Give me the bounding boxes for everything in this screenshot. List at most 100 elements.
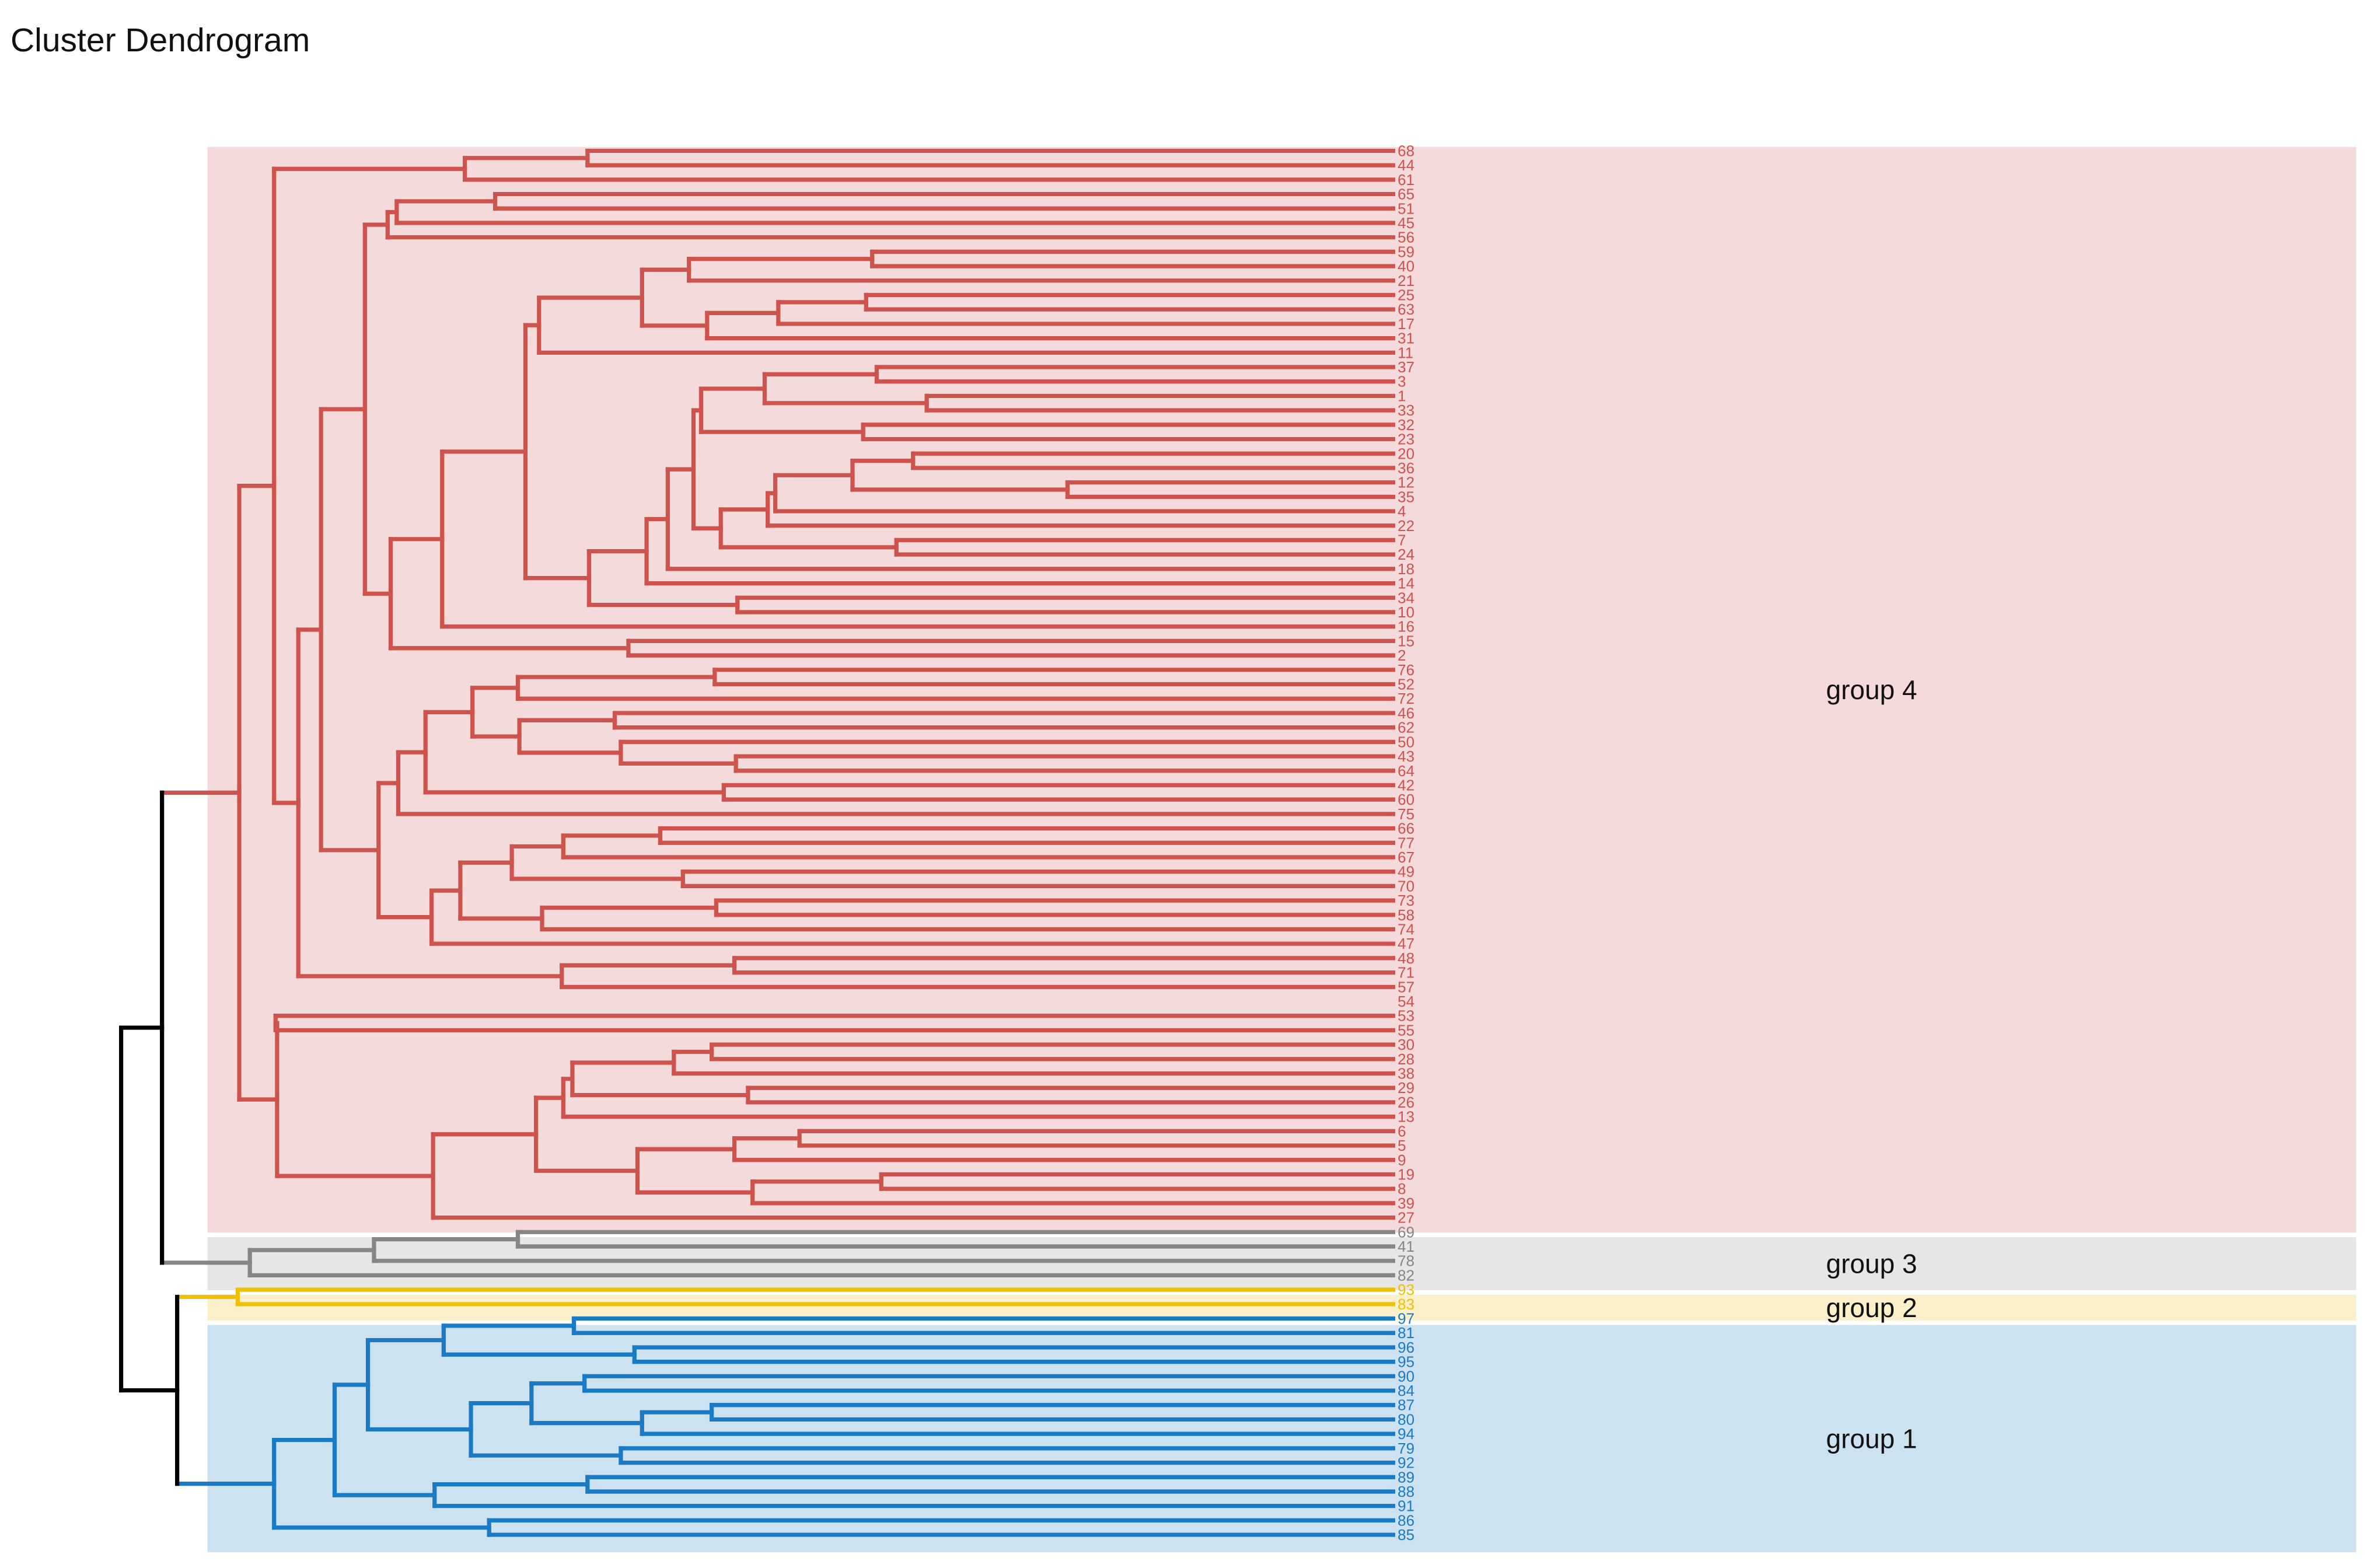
leaf-label: 82 — [1398, 1266, 1414, 1284]
leaf-label: 39 — [1398, 1195, 1414, 1212]
leaf-label: 57 — [1398, 978, 1414, 996]
leaf-label: 58 — [1398, 906, 1414, 924]
leaf-label: 83 — [1398, 1295, 1414, 1313]
leaf-label: 69 — [1398, 1223, 1414, 1241]
leaf-labels: 6844616551455659402125631731113731333223… — [1398, 142, 1414, 1543]
leaf-label: 66 — [1398, 820, 1414, 837]
leaf-label: 52 — [1398, 676, 1414, 693]
leaf-label: 23 — [1398, 431, 1414, 448]
leaf-label: 30 — [1398, 1036, 1414, 1053]
leaf-label: 78 — [1398, 1252, 1414, 1270]
leaf-label: 34 — [1398, 589, 1414, 606]
leaf-label: 94 — [1398, 1425, 1414, 1443]
leaf-label: 27 — [1398, 1209, 1414, 1227]
leaf-label: 38 — [1398, 1065, 1414, 1082]
leaf-label: 15 — [1398, 632, 1414, 649]
leaf-label: 5 — [1398, 1137, 1406, 1154]
leaf-label: 54 — [1398, 993, 1414, 1010]
leaf-label: 20 — [1398, 445, 1414, 462]
leaf-label: 53 — [1398, 1007, 1414, 1025]
leaf-label: 42 — [1398, 776, 1414, 794]
group-label-group1: group 1 — [1826, 1423, 1917, 1454]
leaf-label: 35 — [1398, 488, 1414, 505]
leaf-label: 22 — [1398, 517, 1414, 535]
leaf-label: 14 — [1398, 575, 1414, 592]
group-band-group4 — [207, 146, 2356, 1233]
leaf-label: 11 — [1398, 344, 1413, 361]
leaf-label: 56 — [1398, 229, 1414, 246]
leaf-label: 24 — [1398, 546, 1414, 563]
leaf-label: 64 — [1398, 762, 1414, 780]
leaf-label: 67 — [1398, 848, 1414, 866]
leaf-label: 91 — [1398, 1497, 1414, 1515]
leaf-label: 63 — [1398, 301, 1414, 318]
leaf-label: 3 — [1398, 373, 1406, 390]
leaf-label: 8 — [1398, 1180, 1406, 1197]
leaf-label: 45 — [1398, 214, 1414, 232]
group-band-group2 — [207, 1294, 2356, 1321]
leaf-label: 89 — [1398, 1468, 1414, 1486]
leaf-label: 16 — [1398, 618, 1414, 635]
leaf-label: 74 — [1398, 920, 1414, 938]
leaf-label: 13 — [1398, 1108, 1414, 1126]
leaf-label: 33 — [1398, 401, 1414, 419]
leaf-label: 60 — [1398, 791, 1414, 808]
group-labels: group 4 group 3 group 2 group 1 — [1826, 675, 1917, 1454]
leaf-label: 7 — [1398, 531, 1406, 549]
leaf-label: 86 — [1398, 1511, 1414, 1529]
leaf-label: 17 — [1398, 315, 1414, 333]
leaf-label: 55 — [1398, 1021, 1414, 1039]
leaf-label: 84 — [1398, 1382, 1414, 1399]
leaf-label: 36 — [1398, 459, 1414, 477]
leaf-label: 80 — [1398, 1410, 1414, 1428]
leaf-label: 32 — [1398, 416, 1414, 434]
leaf-label: 96 — [1398, 1339, 1414, 1356]
leaf-label: 49 — [1398, 863, 1414, 881]
leaf-label: 26 — [1398, 1094, 1414, 1111]
leaf-label: 12 — [1398, 474, 1414, 491]
page-title: Cluster Dendrogram — [11, 22, 310, 59]
leaf-label: 68 — [1398, 142, 1414, 159]
leaf-label: 97 — [1398, 1310, 1414, 1328]
leaf-label: 9 — [1398, 1151, 1406, 1169]
leaf-label: 88 — [1398, 1483, 1414, 1500]
leaf-label: 59 — [1398, 243, 1414, 260]
leaf-label: 28 — [1398, 1050, 1414, 1068]
leaf-label: 93 — [1398, 1281, 1414, 1298]
leaf-label: 61 — [1398, 171, 1414, 188]
leaf-label: 50 — [1398, 733, 1414, 750]
leaf-label: 48 — [1398, 949, 1414, 967]
leaf-label: 41 — [1398, 1238, 1414, 1255]
group-bands — [207, 146, 2356, 1552]
leaf-label: 2 — [1398, 647, 1406, 664]
leaf-label: 85 — [1398, 1526, 1414, 1543]
group-band-group1 — [207, 1325, 2356, 1552]
leaf-label: 10 — [1398, 603, 1414, 621]
dendrogram-branches — [119, 148, 1395, 1537]
leaf-label: 92 — [1398, 1454, 1414, 1472]
leaf-label: 87 — [1398, 1396, 1414, 1414]
leaf-label: 75 — [1398, 805, 1414, 823]
leaf-label: 62 — [1398, 719, 1414, 736]
leaf-label: 72 — [1398, 690, 1414, 707]
leaf-label: 51 — [1398, 200, 1414, 217]
leaf-label: 25 — [1398, 287, 1414, 304]
leaf-label: 21 — [1398, 272, 1414, 289]
leaf-label: 31 — [1398, 330, 1414, 347]
leaf-label: 76 — [1398, 661, 1414, 679]
leaf-label: 77 — [1398, 834, 1414, 851]
group-label-group4: group 4 — [1826, 675, 1917, 705]
leaf-label: 81 — [1398, 1324, 1414, 1342]
leaf-label: 95 — [1398, 1353, 1414, 1371]
leaf-label: 6 — [1398, 1122, 1406, 1140]
group-label-group3: group 3 — [1826, 1249, 1917, 1279]
leaf-label: 90 — [1398, 1367, 1414, 1385]
leaf-label: 1 — [1398, 387, 1406, 404]
leaf-label: 29 — [1398, 1079, 1414, 1096]
leaf-label: 73 — [1398, 892, 1414, 909]
leaf-label: 37 — [1398, 358, 1414, 376]
leaf-label: 65 — [1398, 186, 1414, 203]
leaf-label: 43 — [1398, 748, 1414, 765]
leaf-label: 19 — [1398, 1165, 1414, 1183]
